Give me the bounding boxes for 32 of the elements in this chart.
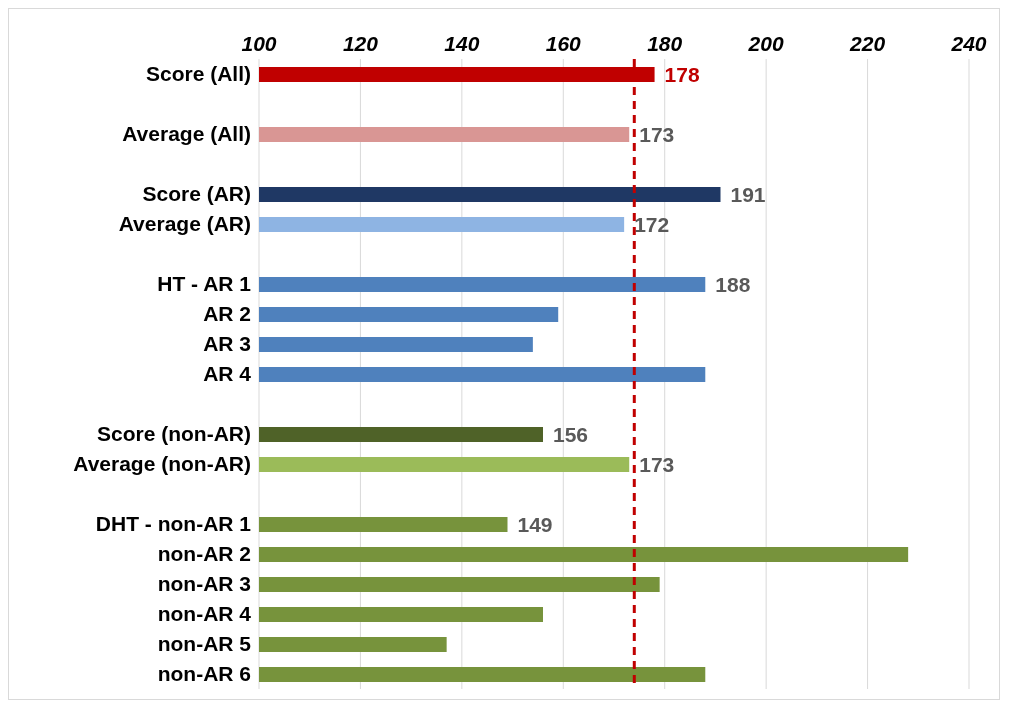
y-tick-label: DHT - non-AR 1 [95,512,252,536]
data-label: 173 [639,452,675,476]
x-tick-label: 160 [545,32,582,55]
y-tick-label: Score (All) [145,62,251,86]
data-label: 172 [634,212,670,236]
data-label: 191 [730,182,766,206]
y-tick-label: Score (non-AR) [97,422,251,446]
y-tick-label: non-AR 6 [157,662,251,686]
y-tick-label: AR 3 [203,332,251,356]
y-tick-label: Average (non-AR) [73,452,251,476]
x-tick-label: 140 [444,32,480,55]
y-tick-label: AR 4 [203,362,252,386]
y-tick-label: AR 2 [203,302,251,326]
x-tick-label: 180 [647,32,683,55]
y-tick-label: Average (All) [122,122,251,146]
x-tick-label: 100 [241,32,277,55]
data-label: 188 [715,272,751,296]
x-tick-label: 120 [342,32,379,55]
y-tick-label: non-AR 2 [157,542,251,566]
x-tick-label: 240 [950,32,987,55]
x-tick-label: 220 [849,32,886,55]
y-tick-label: HT - AR 1 [157,272,252,296]
y-tick-label: non-AR 3 [157,572,251,596]
y-tick-label: Average (AR) [118,212,251,236]
y-tick-label: non-AR 5 [157,632,252,656]
data-label: 156 [553,422,589,446]
y-tick-label: Score (AR) [142,182,251,206]
x-tick-label: 200 [747,32,784,55]
data-label: 173 [639,122,675,146]
y-tick-label: non-AR 4 [157,602,252,626]
data-label: 178 [664,62,700,86]
data-label: 149 [517,512,553,536]
